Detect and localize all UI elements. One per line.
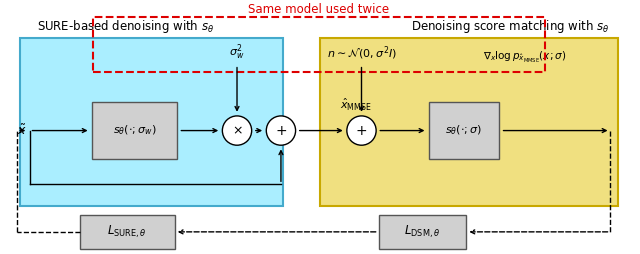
Text: $+$: $+$ xyxy=(355,123,367,138)
Text: $L_{\mathrm{DSM},\theta}$: $L_{\mathrm{DSM},\theta}$ xyxy=(404,224,441,240)
Text: $n \sim \mathcal{N}(0, \sigma^2 I)$: $n \sim \mathcal{N}(0, \sigma^2 I)$ xyxy=(326,45,397,62)
Text: $+$: $+$ xyxy=(275,123,287,138)
Circle shape xyxy=(222,116,252,145)
Bar xyxy=(20,38,284,206)
FancyBboxPatch shape xyxy=(379,215,467,249)
Text: SURE-based denoising with $s_\theta$: SURE-based denoising with $s_\theta$ xyxy=(37,18,214,35)
Circle shape xyxy=(266,116,296,145)
Bar xyxy=(320,38,618,206)
Text: $s_\theta(\cdot;\sigma_w)$: $s_\theta(\cdot;\sigma_w)$ xyxy=(113,124,156,137)
Text: $\times$: $\times$ xyxy=(232,124,243,137)
FancyBboxPatch shape xyxy=(79,215,175,249)
FancyBboxPatch shape xyxy=(92,103,177,159)
Text: Denoising score matching with $s_\theta$: Denoising score matching with $s_\theta$ xyxy=(411,18,609,35)
Circle shape xyxy=(347,116,376,145)
Text: $L_{\mathrm{SURE},\theta}$: $L_{\mathrm{SURE},\theta}$ xyxy=(108,224,147,240)
Text: Same model used twice: Same model used twice xyxy=(248,3,389,16)
FancyBboxPatch shape xyxy=(429,103,499,159)
Text: $\tilde{x}$: $\tilde{x}$ xyxy=(17,123,27,138)
Text: $\nabla_x \log p_{\hat{x}_{\mathrm{MMSE}}}(x;\sigma)$: $\nabla_x \log p_{\hat{x}_{\mathrm{MMSE}… xyxy=(483,50,566,65)
Text: $s_\theta(\cdot;\sigma)$: $s_\theta(\cdot;\sigma)$ xyxy=(445,124,483,137)
Text: $\sigma_w^2$: $\sigma_w^2$ xyxy=(229,43,244,62)
Bar xyxy=(93,17,545,72)
Text: $\hat{x}_{\mathrm{MMSE}}$: $\hat{x}_{\mathrm{MMSE}}$ xyxy=(340,97,371,114)
